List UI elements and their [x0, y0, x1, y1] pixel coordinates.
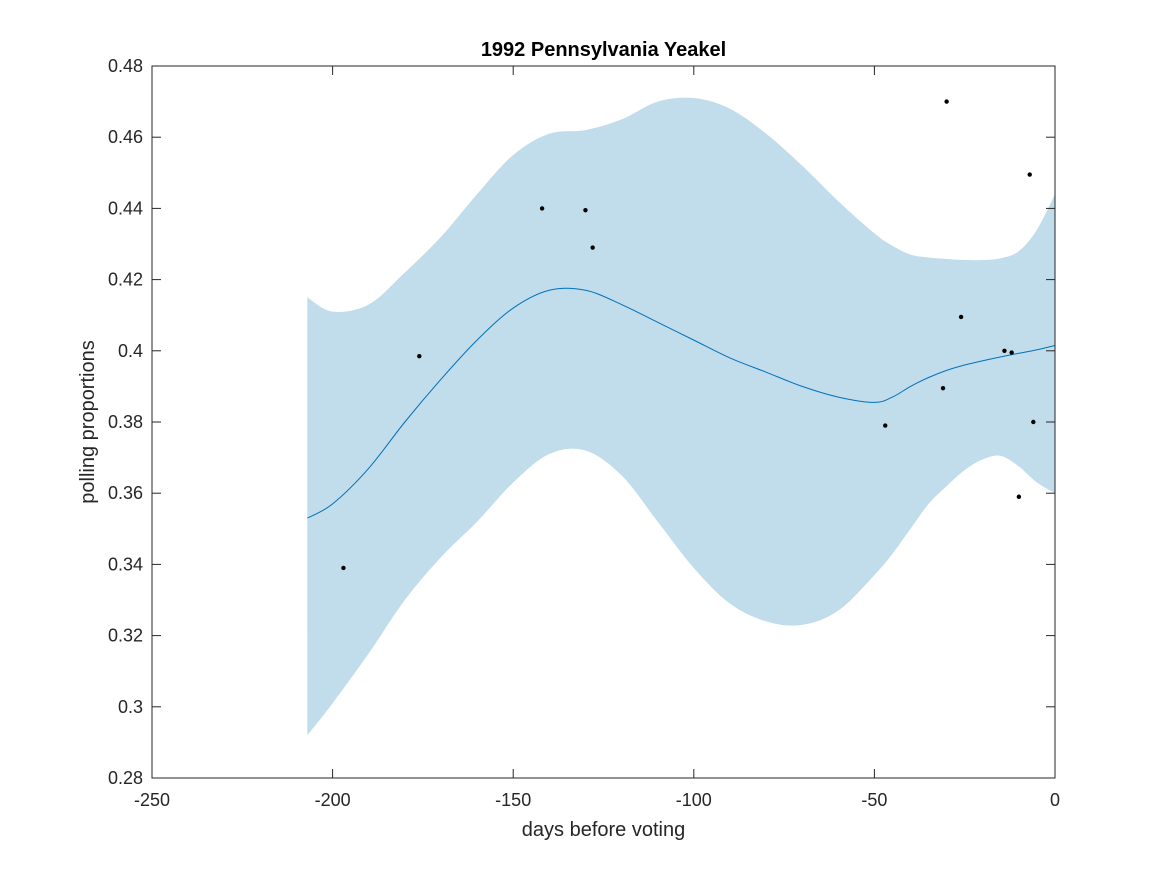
- data-point: [958, 314, 964, 320]
- y-tick-label: 0.3: [118, 697, 143, 717]
- x-tick-label: -150: [495, 790, 531, 810]
- axis-ticks-layer: -250 -200 -150 -100 -50 0 0.28 0.3 0.32 0.34 0.36 0…: [108, 56, 1060, 810]
- x-axis-label: days before voting: [522, 819, 685, 841]
- x-tick-label: -200: [315, 790, 351, 810]
- confidence-band: [307, 97, 1055, 736]
- x-tick-label: 0: [1050, 790, 1060, 810]
- y-tick-label: 0.48: [108, 56, 143, 76]
- data-point: [583, 207, 588, 213]
- x-tick-label: -50: [861, 790, 887, 810]
- data-point: [539, 206, 545, 211]
- data-point: [341, 565, 346, 571]
- data-point: [1031, 419, 1036, 425]
- y-tick-label: 0.28: [108, 768, 143, 788]
- chart-title: 1992 Pennsylvania Yeakel: [481, 39, 726, 61]
- x-tick-label: -100: [676, 790, 712, 810]
- y-tick-label: 0.36: [108, 483, 143, 503]
- y-tick-label: 0.44: [108, 198, 143, 218]
- y-tick-label: 0.4: [118, 341, 143, 361]
- y-tick-label: 0.46: [108, 127, 143, 147]
- data-points-layer: [341, 99, 1036, 571]
- data-point: [417, 353, 422, 359]
- data-point: [590, 245, 595, 250]
- data-point: [1027, 172, 1032, 177]
- y-tick-label: 0.32: [108, 626, 143, 646]
- confidence-band-layer: [307, 97, 1055, 736]
- y-tick-label: 0.38: [108, 412, 143, 432]
- data-point: [940, 385, 946, 391]
- x-tick-label: -250: [134, 790, 170, 810]
- y-axis-label: polling proportions: [77, 340, 99, 503]
- data-point: [883, 423, 888, 428]
- data-point: [1009, 350, 1014, 355]
- data-point: [944, 99, 949, 104]
- mean-line-layer: [307, 287, 1056, 519]
- data-point: [1002, 348, 1007, 353]
- data-point: [1016, 494, 1022, 499]
- mean-line: [307, 287, 1056, 519]
- y-tick-label: 0.34: [108, 554, 143, 574]
- y-tick-label: 0.42: [108, 270, 143, 290]
